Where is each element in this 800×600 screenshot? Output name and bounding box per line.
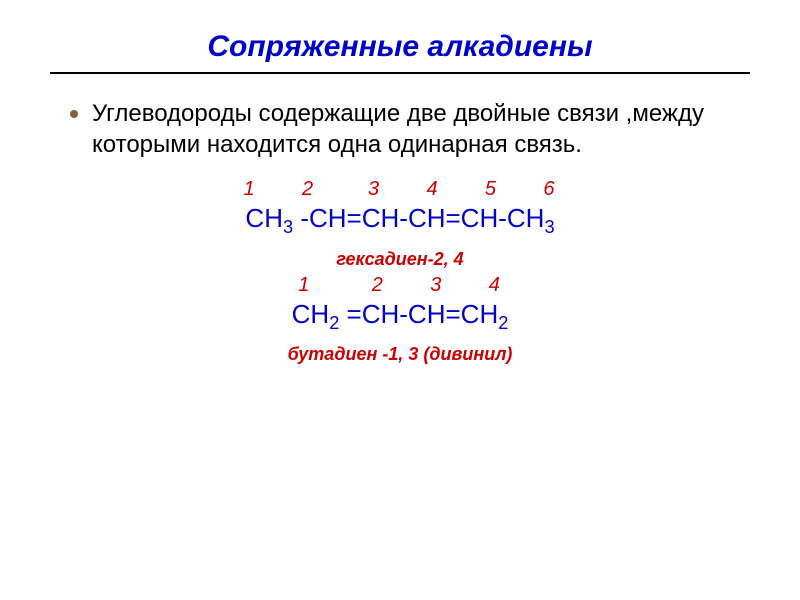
compound-1-numbers: 1 2 3 4 5 6 (50, 178, 750, 201)
title-divider (50, 72, 750, 74)
compound-2-formula: CH2 =CH-CH=CH2 (50, 299, 750, 334)
body-text: Углеводороды содержащие две двойные связ… (92, 98, 750, 160)
compound-2-numbers: 1 2 3 4 (50, 274, 750, 297)
compound-2: 1 2 3 4 CH2 =CH-CH=CH2 бутадиен -1, 3 (д… (50, 274, 750, 365)
body-row: Углеводороды содержащие две двойные связ… (70, 98, 750, 160)
compound-1: 1 2 3 4 5 6 CH3 -CH=CH-CH=CH-CH3 гексади… (50, 178, 750, 269)
page-title: Сопряженные алкадиены (50, 30, 750, 64)
compound-1-name: гексадиен-2, 4 (50, 249, 750, 270)
bullet-icon (70, 110, 78, 118)
compound-2-name: бутадиен -1, 3 (дивинил) (50, 344, 750, 365)
compound-1-formula: CH3 -CH=CH-CH=CH-CH3 (50, 203, 750, 238)
